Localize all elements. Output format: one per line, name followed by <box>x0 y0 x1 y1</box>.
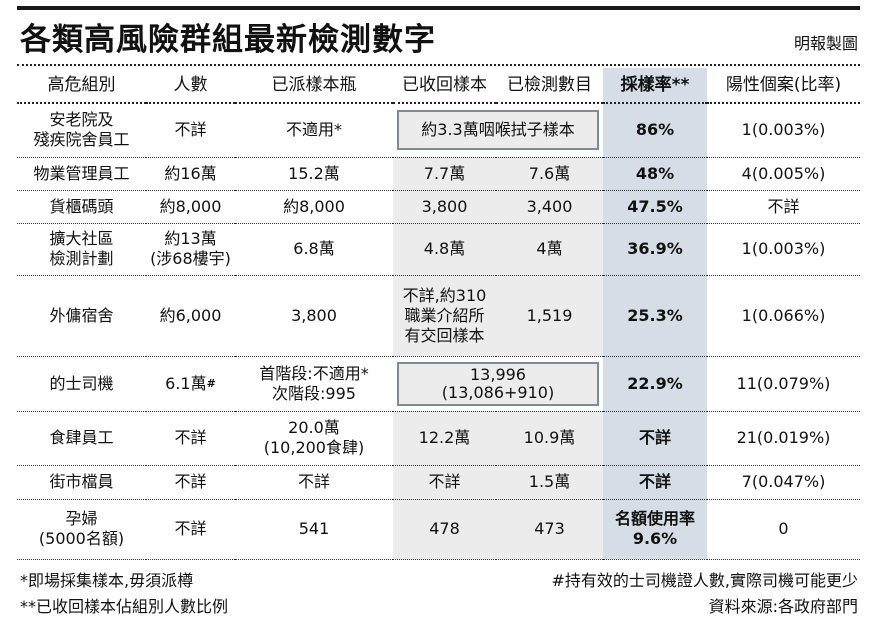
header-row: 高危組別 人數 已派樣本瓶 已收回樣本 已檢測數目 採樣率** 陽性個案(比率) <box>17 68 860 104</box>
header-tested: 已檢測數目 <box>496 68 603 104</box>
table-row: 外傭宿舍 約6,000 3,800 不詳,約310 職業介紹所 有交回樣本 1,51… <box>17 275 860 357</box>
dispatched-cell: 20.0萬 (10,200食肆) <box>235 411 393 466</box>
data-table: 高危組別 人數 已派樣本瓶 已收回樣本 已檢測數目 採樣率** 陽性個案(比率)… <box>17 68 860 560</box>
positive-cell: 1(0.003%) <box>707 223 860 276</box>
dispatched-cell: 不適用* <box>235 103 393 158</box>
rate-cell: 47.5% <box>603 190 707 224</box>
collected-cell: 478 <box>393 499 496 560</box>
header-positive: 陽性個案(比率) <box>707 68 860 104</box>
positive-cell: 0 <box>707 499 860 560</box>
positive-cell: 4(0.005%) <box>707 157 860 191</box>
collected-cell: 不詳,約310 職業介紹所 有交回樣本 <box>393 275 496 357</box>
collected-cell: 4.8萬 <box>393 223 496 276</box>
footnote-hash: #持有效的士司機證人數,實際司機可能更少 <box>551 571 859 590</box>
header-dispatched: 已派樣本瓶 <box>235 68 393 104</box>
collected-cell: 3,800 <box>393 190 496 224</box>
collected-cell: 不詳 <box>393 465 496 500</box>
table-row: 孕婦 (5000名額) 不詳 541 478 473 名額使用率 9.6% 0 <box>17 499 860 560</box>
top-rule <box>17 6 860 10</box>
positive-cell: 1(0.003%) <box>707 103 860 158</box>
dispatched-cell: 約8,000 <box>235 190 393 224</box>
rate-cell: 22.9% <box>603 356 707 412</box>
header-rate: 採樣率** <box>603 68 707 104</box>
tested-cell: 10.9萬 <box>496 411 603 466</box>
table-row: 的士司機 6.1萬# 首階段:不適用* 次階段:995 13,996 (13,086… <box>17 356 860 412</box>
table-row: 安老院及 殘疾院舍員工 不詳 不適用* 約3.3萬咽喉拭子樣本 86% 1(0.0… <box>17 103 860 158</box>
group-cell: 街市檔員 <box>17 465 146 500</box>
rate-cell: 86% <box>603 103 707 158</box>
people-cell: 不詳 <box>146 411 235 466</box>
group-cell: 孕婦 (5000名額) <box>17 499 146 560</box>
rate-cell: 不詳 <box>603 411 707 466</box>
header-people: 人數 <box>146 68 235 104</box>
header-group: 高危組別 <box>17 68 146 104</box>
people-cell: 6.1萬# <box>146 356 235 412</box>
tested-cell: 4萬 <box>496 223 603 276</box>
credit: 明報製圖 <box>793 34 858 53</box>
hash-mark: # <box>206 376 216 390</box>
dispatched-cell: 3,800 <box>235 275 393 357</box>
tested-cell: 3,400 <box>496 190 603 224</box>
group-cell: 食肆員工 <box>17 411 146 466</box>
rate-cell: 名額使用率 9.6% <box>603 499 707 560</box>
collected-cell: 7.7萬 <box>393 157 496 191</box>
title-divider <box>17 64 860 66</box>
footnote-double-star: **已收回樣本佔組別人數比例 <box>20 597 229 616</box>
people-cell: 不詳 <box>146 103 235 158</box>
group-cell: 擴大社區 檢測計劃 <box>17 223 146 276</box>
table-row: 街市檔員 不詳 不詳 不詳 1.5萬 不詳 7(0.047%) <box>17 465 860 500</box>
merged-samples-cell: 13,996 (13,086+910) <box>393 356 603 412</box>
table-row: 擴大社區 檢測計劃 約13萬 (涉68樓宇) 6.8萬 4.8萬 4萬 36.9% … <box>17 223 860 276</box>
merged-samples-cell: 約3.3萬咽喉拭子樣本 <box>393 103 603 158</box>
people-cell: 不詳 <box>146 465 235 500</box>
people-cell: 約6,000 <box>146 275 235 357</box>
page-title: 各類高風險群組最新檢測數字 <box>20 22 436 58</box>
tested-cell: 1,519 <box>496 275 603 357</box>
group-cell: 安老院及 殘疾院舍員工 <box>17 103 146 158</box>
dispatched-cell: 541 <box>235 499 393 560</box>
source-note: 資料來源:各政府部門 <box>708 597 858 616</box>
group-cell: 外傭宿舍 <box>17 275 146 357</box>
rate-cell: 48% <box>603 157 707 191</box>
dispatched-cell: 不詳 <box>235 465 393 500</box>
table-row: 物業管理員工 約16萬 15.2萬 7.7萬 7.6萬 48% 4(0.005%… <box>17 157 860 191</box>
dispatched-cell: 首階段:不適用* 次階段:995 <box>235 356 393 412</box>
dispatched-cell: 15.2萬 <box>235 157 393 191</box>
footnote-star: *即場採集樣本,毋須派樽 <box>20 571 194 590</box>
rate-cell: 不詳 <box>603 465 707 500</box>
rate-cell: 36.9% <box>603 223 707 276</box>
positive-cell: 1(0.066%) <box>707 275 860 357</box>
table-row: 貨櫃碼頭 約8,000 約8,000 3,800 3,400 47.5% 不詳 <box>17 190 860 224</box>
collected-cell: 12.2萬 <box>393 411 496 466</box>
people-cell: 約8,000 <box>146 190 235 224</box>
group-cell: 物業管理員工 <box>17 157 146 191</box>
people-cell: 不詳 <box>146 499 235 560</box>
positive-cell: 不詳 <box>707 190 860 224</box>
people-cell: 約16萬 <box>146 157 235 191</box>
table-row: 食肆員工 不詳 20.0萬 (10,200食肆) 12.2萬 10.9萬 不詳 2… <box>17 411 860 466</box>
header-collected: 已收回樣本 <box>393 68 496 104</box>
positive-cell: 7(0.047%) <box>707 465 860 500</box>
dispatched-cell: 6.8萬 <box>235 223 393 276</box>
positive-cell: 11(0.079%) <box>707 356 860 412</box>
tested-cell: 1.5萬 <box>496 465 603 500</box>
group-cell: 貨櫃碼頭 <box>17 190 146 224</box>
tested-cell: 7.6萬 <box>496 157 603 191</box>
merged-samples-box: 約3.3萬咽喉拭子樣本 <box>397 110 599 151</box>
people-cell: 約13萬 (涉68樓宇) <box>146 223 235 276</box>
group-cell: 的士司機 <box>17 356 146 412</box>
merged-samples-box: 13,996 (13,086+910) <box>397 361 599 406</box>
positive-cell: 21(0.019%) <box>707 411 860 466</box>
tested-cell: 473 <box>496 499 603 560</box>
rate-cell: 25.3% <box>603 275 707 357</box>
